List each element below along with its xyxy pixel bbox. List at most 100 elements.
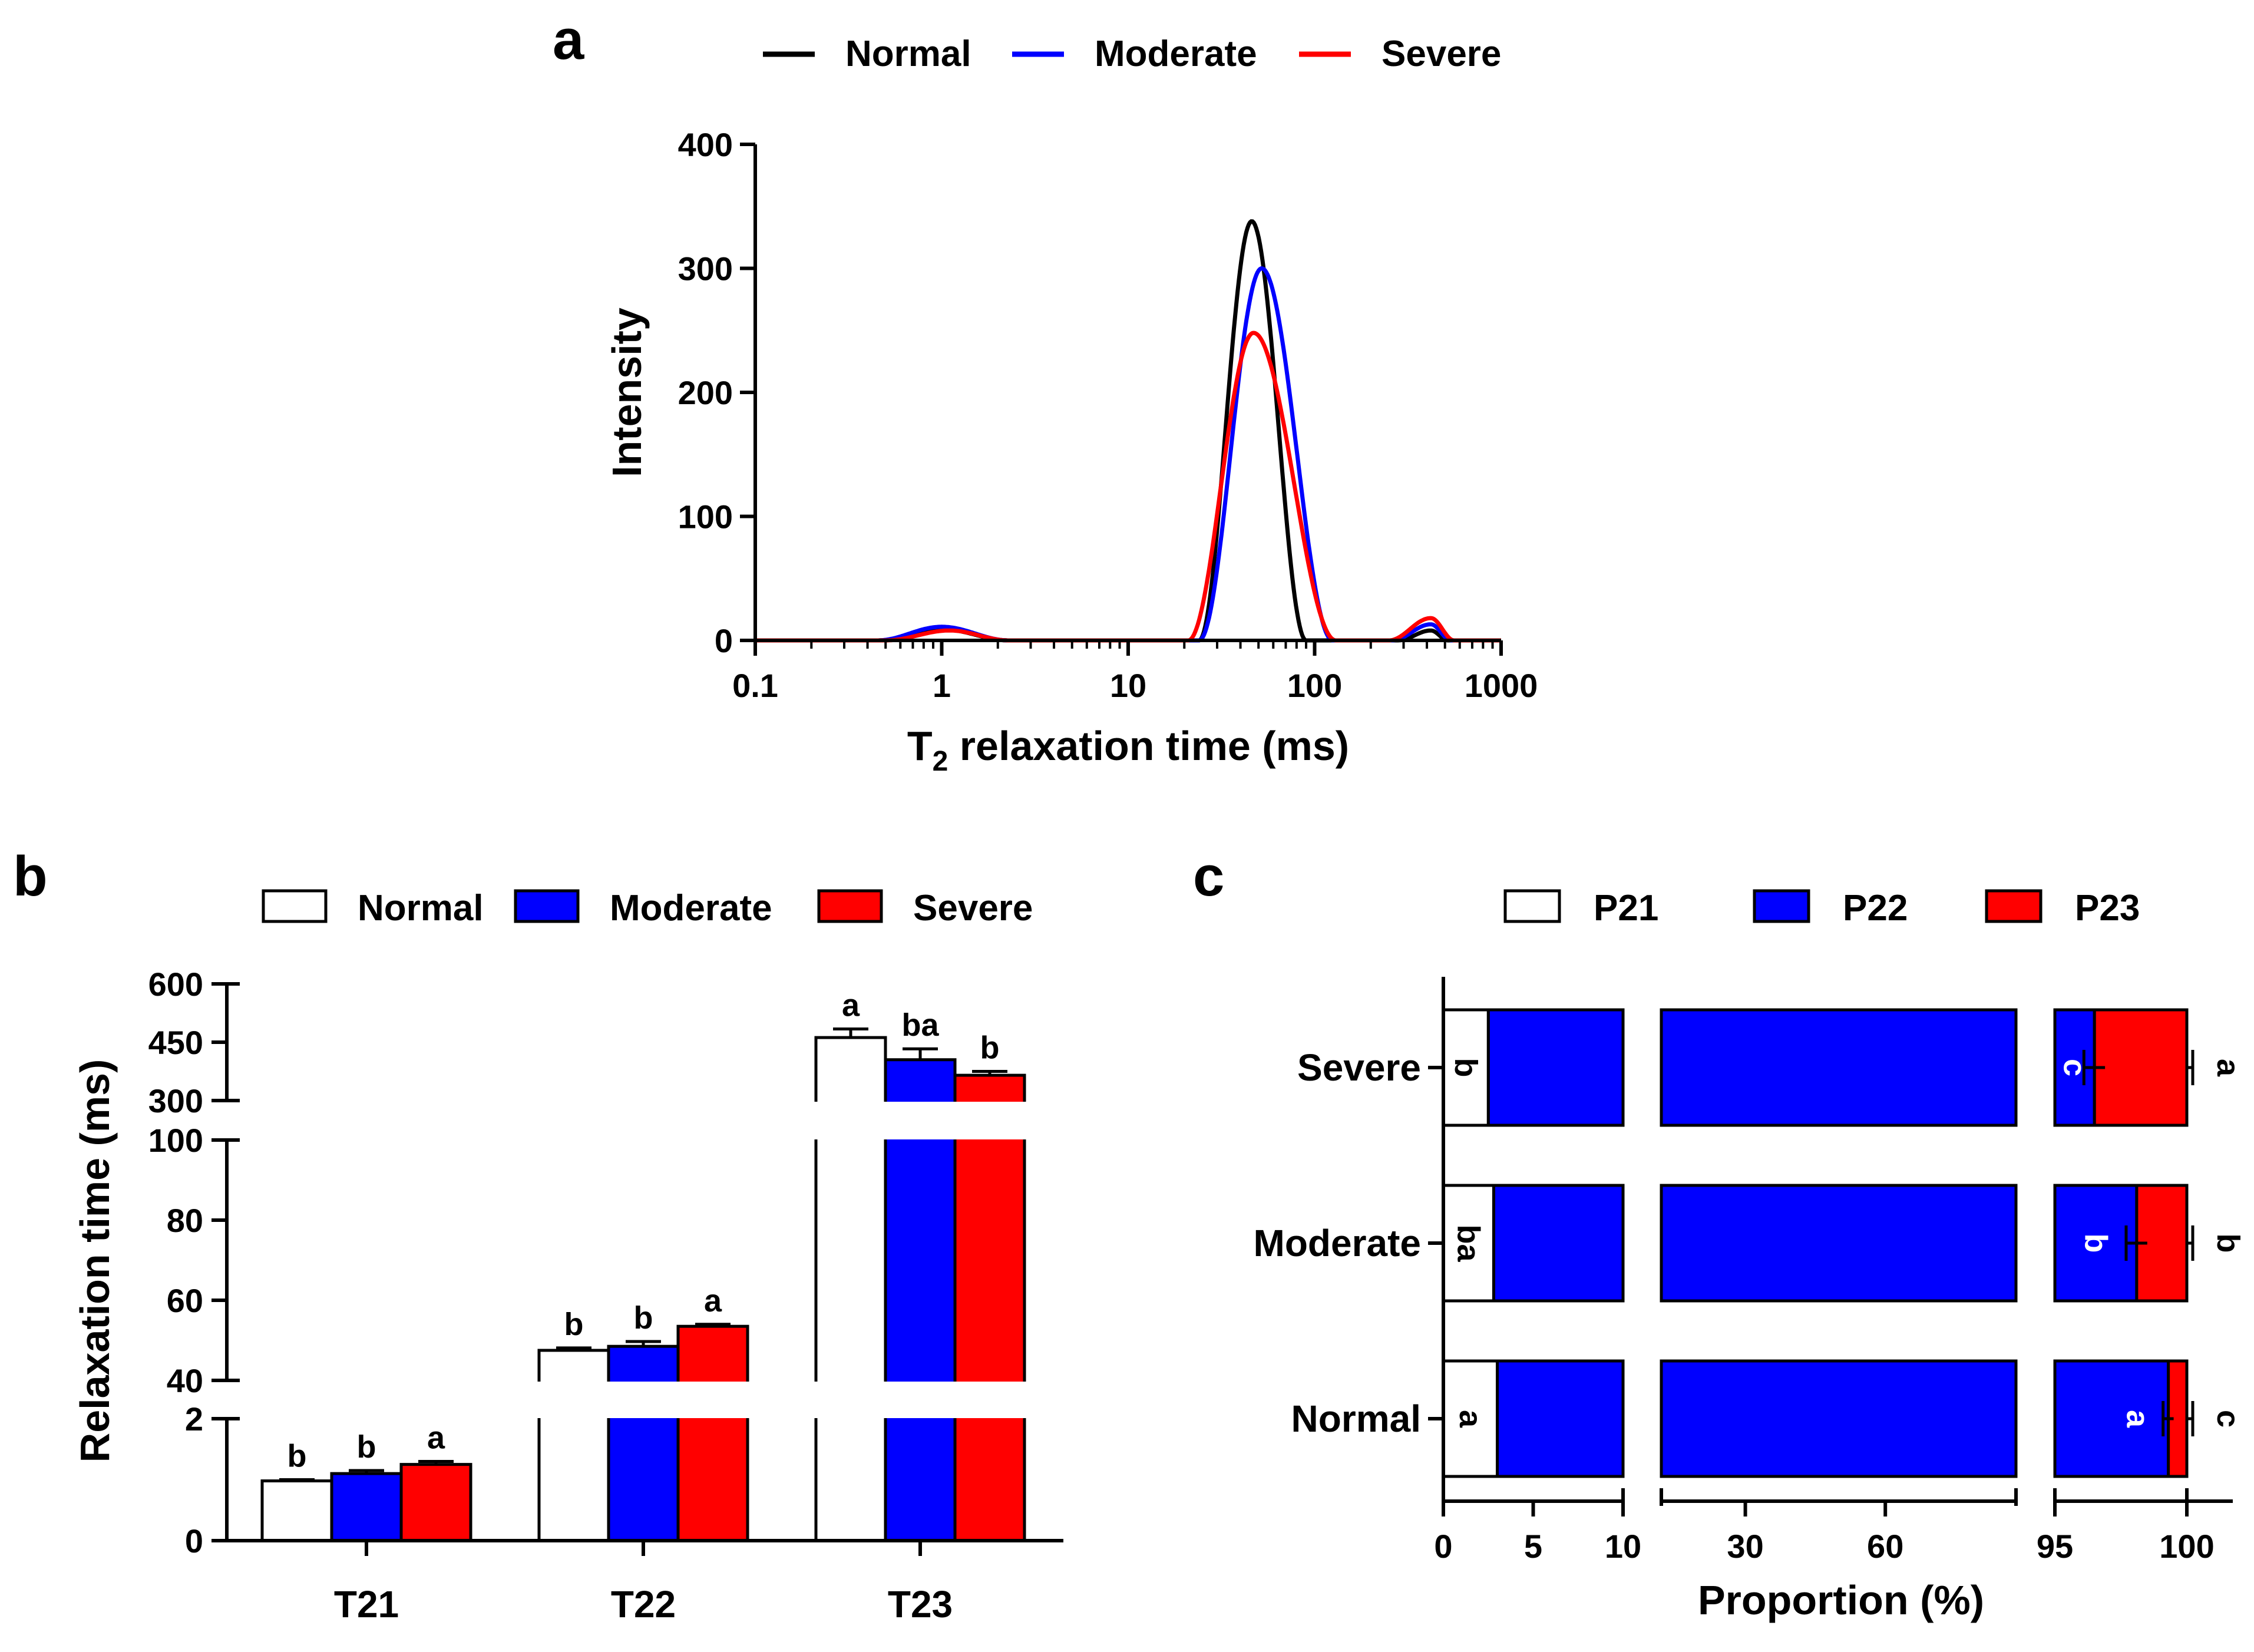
x-axis-title: Proportion (%) — [1698, 1577, 1984, 1623]
y-tick-label: 200 — [678, 374, 733, 411]
panel-a: a Normal Moderate Severe 0 100 200 300 400 0.1 1 10… — [553, 8, 1538, 777]
y-tick-label: 300 — [678, 250, 733, 288]
category-label-moderate: Moderate — [1254, 1222, 1422, 1264]
x-tick-label: 100 — [1287, 667, 1342, 704]
legend-swatch-p23 — [1985, 889, 2043, 923]
bar-p22-moderate — [1492, 1184, 1625, 1303]
significance-letter-p22: b — [2078, 1234, 2113, 1253]
y-tick-label: 600 — [148, 966, 203, 1003]
panel-label-a: a — [553, 8, 584, 71]
significance-letter: a — [842, 988, 860, 1023]
significance-letter: b — [564, 1307, 584, 1342]
bar-p21-normal — [1442, 1359, 1499, 1478]
panel-label-c: c — [1193, 845, 1224, 908]
legend-label-p23: P23 — [2075, 888, 2140, 929]
significance-letter: b — [980, 1030, 1000, 1066]
bar-p23-severe — [2093, 1008, 2189, 1127]
y-tick-label: 300 — [148, 1082, 203, 1119]
significance-letter: ba — [901, 1007, 939, 1043]
x-axis-title-sub: 2 — [933, 746, 948, 777]
significance-letter: b — [634, 1300, 653, 1336]
significance-letter: a — [704, 1283, 722, 1319]
significance-letter-p22: a — [2120, 1410, 2156, 1428]
legend-label-p21: P21 — [1594, 888, 1658, 929]
bar-p22-moderate — [2053, 1184, 2139, 1303]
series-line-moderate — [755, 266, 1501, 643]
x-axis-title-t: T — [907, 723, 933, 769]
significance-letter-p22: c — [2057, 1059, 2093, 1076]
significance-letter-p21: a — [1453, 1410, 1488, 1428]
legend-swatch-p21 — [1503, 889, 1561, 923]
legend-swatch-moderate — [514, 889, 580, 923]
legend-label-severe: Severe — [913, 888, 1033, 929]
significance-letter-p21: ba — [1451, 1224, 1486, 1262]
y-tick-label: 60 — [167, 1282, 203, 1319]
y-tick-label: 80 — [167, 1202, 203, 1239]
bar-t21-severe — [399, 1463, 472, 1542]
y-axis-title: Intensity — [604, 308, 650, 477]
legend-label-p22: P22 — [1843, 888, 1908, 929]
category-label-t21: T21 — [334, 1583, 399, 1625]
x-tick-label: 100 — [2159, 1528, 2214, 1565]
legend-label-severe: Severe — [1382, 34, 1501, 74]
panel-c: c P21 P22 P23 b c a Severe ba b b Moderate a a c Normal… — [1193, 845, 2246, 1623]
legend-swatch-severe — [817, 889, 883, 923]
x-tick-label: 95 — [2037, 1528, 2073, 1565]
x-axis-title: T2 relaxation time (ms) — [907, 723, 1349, 777]
bar-p22-moderate — [1660, 1184, 2018, 1303]
axis-break-gap — [212, 1102, 1072, 1139]
y-tick-label: 0 — [715, 622, 733, 659]
y-axis-title: Relaxation time (ms) — [72, 1059, 118, 1463]
bar-p22-severe — [1660, 1008, 2018, 1127]
significance-letter: b — [357, 1429, 376, 1465]
legend-label-normal: Normal — [845, 34, 971, 74]
significance-letter-p21: b — [1448, 1058, 1483, 1078]
y-tick-label: 0 — [185, 1522, 203, 1560]
significance-letter: b — [287, 1439, 307, 1474]
category-label-t23: T23 — [888, 1583, 953, 1625]
bar-t23-severe — [953, 1073, 1026, 1542]
x-tick-label: 10 — [1110, 667, 1146, 704]
legend-label-moderate: Moderate — [610, 888, 772, 929]
bar-t22-moderate — [607, 1344, 680, 1542]
bar-p22-normal — [2053, 1359, 2170, 1478]
y-tick-label: 100 — [678, 498, 733, 536]
y-tick-label: 100 — [148, 1122, 203, 1159]
legend-swatch-p22 — [1753, 889, 1810, 923]
bar-t22-severe — [676, 1324, 749, 1542]
bar-t21-moderate — [330, 1472, 403, 1542]
x-tick-label: 0.1 — [732, 667, 778, 704]
bar-t21-normal — [260, 1479, 333, 1542]
bar-p22-normal — [1660, 1359, 2018, 1478]
axis-break-gap — [212, 1382, 1072, 1418]
x-tick-label: 0 — [1434, 1528, 1452, 1565]
significance-letter-p23: a — [2210, 1059, 2246, 1077]
x-tick-label: 30 — [1727, 1528, 1763, 1565]
series-line-normal — [755, 219, 1501, 643]
y-tick-label: 400 — [678, 126, 733, 163]
legend-swatch-normal — [262, 889, 328, 923]
x-tick-label: 1 — [933, 667, 951, 704]
significance-letter-p23: b — [2210, 1234, 2246, 1253]
y-tick-label: 450 — [148, 1024, 203, 1061]
significance-letter-p23: c — [2210, 1410, 2246, 1428]
panel-label-b: b — [13, 845, 48, 908]
category-label-severe: Severe — [1297, 1046, 1421, 1089]
series-line-severe — [755, 331, 1501, 643]
bar-p22-severe — [1486, 1008, 1625, 1127]
legend-label-moderate: Moderate — [1095, 34, 1257, 74]
x-tick-label: 10 — [1605, 1528, 1641, 1565]
x-tick-label: 1000 — [1465, 667, 1538, 704]
significance-letter: a — [427, 1420, 445, 1455]
x-axis-title-rest: relaxation time (ms) — [948, 723, 1349, 769]
bar-p22-normal — [1496, 1359, 1625, 1478]
x-tick-label: 5 — [1524, 1528, 1542, 1565]
legend-label-normal: Normal — [358, 888, 484, 929]
category-label-normal: Normal — [1291, 1397, 1422, 1440]
bar-t22-normal — [537, 1349, 610, 1542]
y-tick-label: 40 — [167, 1362, 203, 1399]
category-label-t22: T22 — [611, 1583, 676, 1625]
x-tick-label: 60 — [1867, 1528, 1903, 1565]
